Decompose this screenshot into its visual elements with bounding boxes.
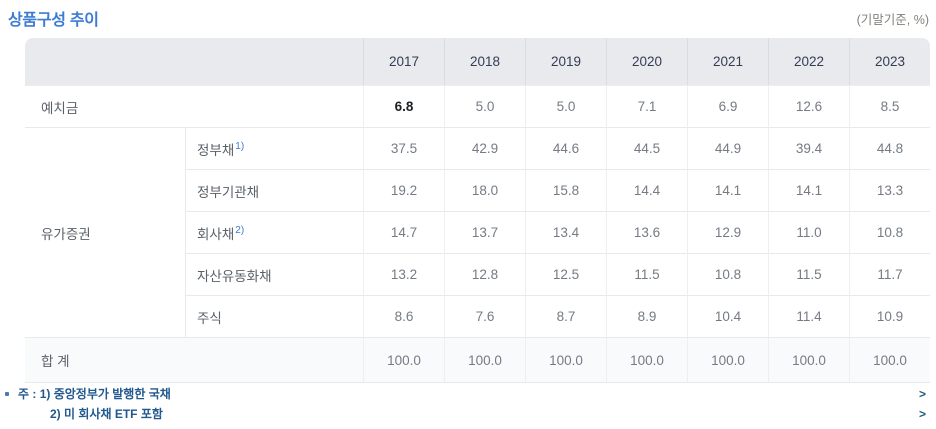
value-cell: 6.9 (687, 85, 768, 128)
table-row: 유가증권 정부채1) 37.5 42.9 44.6 44.5 44.9 39.4… (25, 128, 930, 338)
page-title: 상품구성 추이 (8, 12, 99, 29)
value-cell: 11.0 (768, 212, 849, 254)
footnotes: 주 : 1) 중앙정부가 발행한 국채 > 2) 미 회사채 ETF 포함 > (5, 384, 928, 424)
group-label: 유가증권 (25, 128, 185, 338)
value-cell: 14.1 (768, 170, 849, 212)
value-cell: 100.0 (849, 338, 930, 383)
table-row: 회사채2) 14.7 13.7 13.4 13.6 12.9 11.0 10.8 (25, 212, 930, 254)
value-cell: 11.5 (606, 254, 687, 296)
unit-note: (기말기준, %) (856, 13, 929, 27)
chevron-right-icon[interactable]: > (918, 406, 926, 421)
value-cell: 13.4 (525, 212, 606, 254)
value-cell: 18.0 (444, 170, 525, 212)
value-cell: 8.6 (363, 296, 444, 338)
year-header: 2018 (444, 38, 525, 85)
value-cell: 12.6 (768, 85, 849, 128)
year-header-row: 2017 2018 2019 2020 2021 2022 2023 (25, 38, 930, 85)
value-cell: 13.7 (444, 212, 525, 254)
value-cell: 100.0 (768, 338, 849, 383)
value-cell: 13.2 (363, 254, 444, 296)
table-row: 예치금 6.8 5.0 5.0 7.1 6.9 12.6 8.5 (25, 85, 930, 128)
value-cell: 44.8 (849, 128, 930, 170)
value-cell: 8.9 (606, 296, 687, 338)
year-header: 2023 (849, 38, 930, 85)
value-cell: 100.0 (606, 338, 687, 383)
value-cell: 5.0 (444, 85, 525, 128)
footnote-ref: 1) (235, 141, 245, 152)
value-cell: 12.8 (444, 254, 525, 296)
value-cell: 19.2 (363, 170, 444, 212)
year-header: 2022 (768, 38, 849, 85)
value-cell: 37.5 (363, 128, 444, 170)
row-label: 자산유동화채 (185, 254, 363, 296)
table-row: 정부기관채 19.2 18.0 15.8 14.4 14.1 14.1 13.3 (25, 170, 930, 212)
value-cell: 39.4 (768, 128, 849, 170)
value-cell: 10.4 (687, 296, 768, 338)
year-header: 2019 (525, 38, 606, 85)
value-cell: 11.4 (768, 296, 849, 338)
row-label-text: 회사채 (197, 226, 235, 242)
value-cell: 7.1 (606, 85, 687, 128)
value-cell: 13.3 (849, 170, 930, 212)
value-cell: 12.5 (525, 254, 606, 296)
value-cell: 8.7 (525, 296, 606, 338)
year-header: 2020 (606, 38, 687, 85)
value-cell: 14.1 (687, 170, 768, 212)
value-cell: 7.6 (444, 296, 525, 338)
footnote-text: 주 : 1) 중앙정부가 발행한 국채 (18, 387, 171, 401)
value-cell: 6.8 (363, 85, 444, 128)
row-label: 회사채2) (185, 212, 363, 254)
chevron-right-icon[interactable]: > (918, 386, 926, 401)
year-header: 2021 (687, 38, 768, 85)
value-cell: 15.8 (525, 170, 606, 212)
value-cell: 44.6 (525, 128, 606, 170)
composition-table-wrap: 2017 2018 2019 2020 2021 2022 2023 예치금 6… (25, 38, 930, 383)
value-cell: 100.0 (363, 338, 444, 383)
value-cell: 42.9 (444, 128, 525, 170)
value-cell: 12.9 (687, 212, 768, 254)
value-cell: 44.5 (606, 128, 687, 170)
year-header: 2017 (363, 38, 444, 85)
bullet-icon (5, 391, 9, 396)
row-label: 정부기관채 (185, 170, 363, 212)
total-row: 합 계 100.0 100.0 100.0 100.0 100.0 100.0 … (25, 338, 930, 383)
value-cell: 14.7 (363, 212, 444, 254)
label-header-cell (25, 38, 363, 85)
value-cell: 14.4 (606, 170, 687, 212)
value-cell: 100.0 (687, 338, 768, 383)
composition-table: 2017 2018 2019 2020 2021 2022 2023 예치금 6… (25, 38, 930, 383)
value-cell: 100.0 (525, 338, 606, 383)
table-row: 자산유동화채 13.2 12.8 12.5 11.5 10.8 11.5 11.… (25, 254, 930, 296)
value-cell: 11.7 (849, 254, 930, 296)
row-label-text: 정부채 (197, 142, 235, 158)
value-cell: 8.5 (849, 85, 930, 128)
row-label: 합 계 (25, 338, 363, 383)
value-cell: 100.0 (444, 338, 525, 383)
table-row: 주식 8.6 7.6 8.7 8.9 10.4 11.4 10.9 (25, 296, 930, 338)
row-label: 예치금 (25, 85, 363, 128)
value-cell: 44.9 (687, 128, 768, 170)
value-cell: 10.8 (687, 254, 768, 296)
footnote-line-2: 2) 미 회사채 ETF 포함 > (18, 404, 928, 423)
footnote-line-1: 주 : 1) 중앙정부가 발행한 국채 > (5, 384, 928, 403)
value-cell: 13.6 (606, 212, 687, 254)
row-label: 주식 (185, 296, 363, 338)
row-label: 정부채1) (185, 128, 363, 170)
value-cell: 10.9 (849, 296, 930, 338)
value-cell: 11.5 (768, 254, 849, 296)
footnote-text: 2) 미 회사채 ETF 포함 (50, 407, 163, 421)
value-cell: 5.0 (525, 85, 606, 128)
value-cell: 10.8 (849, 212, 930, 254)
footnote-ref: 2) (235, 225, 245, 236)
